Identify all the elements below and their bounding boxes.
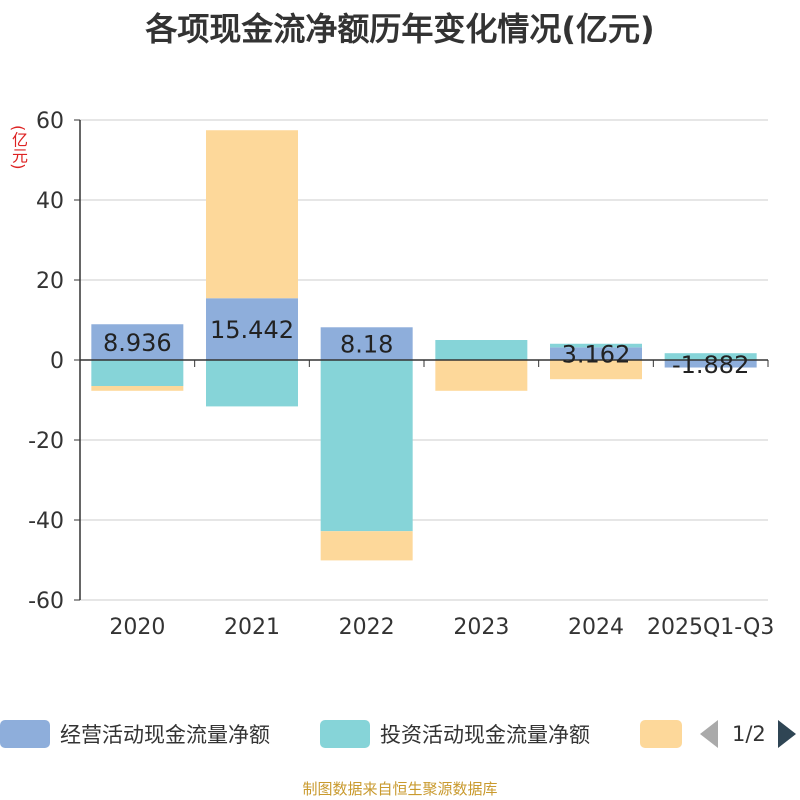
x-tick-label: 2023	[453, 615, 509, 640]
legend-swatch-financing	[640, 720, 682, 748]
y-tick-label: 20	[36, 269, 64, 294]
bar-2021-series-1	[206, 360, 298, 407]
legend-page-indicator: 1/2	[732, 722, 766, 746]
legend-pager: 1/2	[700, 716, 796, 752]
x-tick-label: 2020	[109, 615, 165, 640]
data-label-2025Q1-Q3: -1.882	[672, 351, 749, 379]
y-axis-unit-label: (亿元)	[9, 125, 28, 170]
legend-prev-page-icon[interactable]	[700, 720, 718, 748]
y-tick-label: 0	[50, 349, 64, 374]
y-tick-label: 40	[36, 189, 64, 214]
bar-2020-series-1	[91, 360, 184, 386]
x-tick-label: 2021	[224, 615, 280, 640]
legend-item-investing[interactable]: 投资活动现金流量净额	[320, 716, 590, 752]
data-label-2022: 8.18	[340, 331, 393, 359]
legend-next-page-icon[interactable]	[777, 720, 796, 748]
bar-2025Q1-Q3-series-1	[664, 353, 757, 360]
legend: 经营活动现金流量净额 投资活动现金流量净额	[0, 716, 800, 752]
legend-item-financing[interactable]	[640, 716, 692, 752]
data-label-2020: 8.936	[103, 329, 172, 357]
bars	[91, 130, 757, 561]
bar-2024-series-0	[550, 347, 642, 360]
y-tick-label: -20	[28, 429, 64, 454]
y-tick-label: -40	[28, 509, 64, 534]
x-tick-label: 2022	[339, 615, 395, 640]
bar-2024-series-2	[550, 360, 642, 380]
legend-label-operating: 经营活动现金流量净额	[60, 723, 270, 747]
data-label-2021: 15.442	[210, 316, 294, 344]
bar-2022-series-0	[320, 327, 413, 360]
bar-2022-series-2	[320, 531, 413, 561]
legend-label-investing: 投资活动现金流量净额	[380, 723, 590, 747]
bar-2020-series-0	[91, 324, 184, 360]
legend-item-operating[interactable]: 经营活动现金流量净额	[0, 716, 270, 752]
bar-2025Q1-Q3-series-0	[664, 360, 757, 368]
bar-2021-series-2	[206, 130, 298, 299]
legend-swatch-operating	[0, 720, 50, 748]
bar-2023-series-1	[435, 340, 528, 360]
chart-plot: 60 40 20 0 -20 -40 -60 2020 2021 2022 2023 2024 2025…	[28, 109, 774, 640]
bar-2020-series-2	[91, 386, 184, 391]
x-tick-label: 2025Q1-Q3	[647, 615, 774, 640]
x-tick-label: 2024	[568, 615, 624, 640]
y-tick-label: -60	[28, 589, 64, 614]
axes: 60 40 20 0 -20 -40 -60 2020 2021 2022 2023 2024 2025…	[28, 109, 774, 640]
bar-2022-series-1	[320, 360, 413, 532]
chart-title: 各项现金流净额历年变化情况(亿元)	[145, 10, 655, 48]
data-source-note: 制图数据来自恒生聚源数据库	[302, 780, 498, 798]
data-label-2024: 3.162	[562, 341, 631, 369]
y-tick-label: 60	[36, 109, 64, 134]
bar-2023-series-2	[435, 360, 528, 391]
data-labels: 8.936 15.442 8.18 3.162 -1.882	[103, 316, 749, 379]
bar-2021-series-0	[206, 298, 298, 360]
legend-swatch-investing	[320, 720, 370, 748]
bar-2024-series-1	[550, 343, 642, 348]
